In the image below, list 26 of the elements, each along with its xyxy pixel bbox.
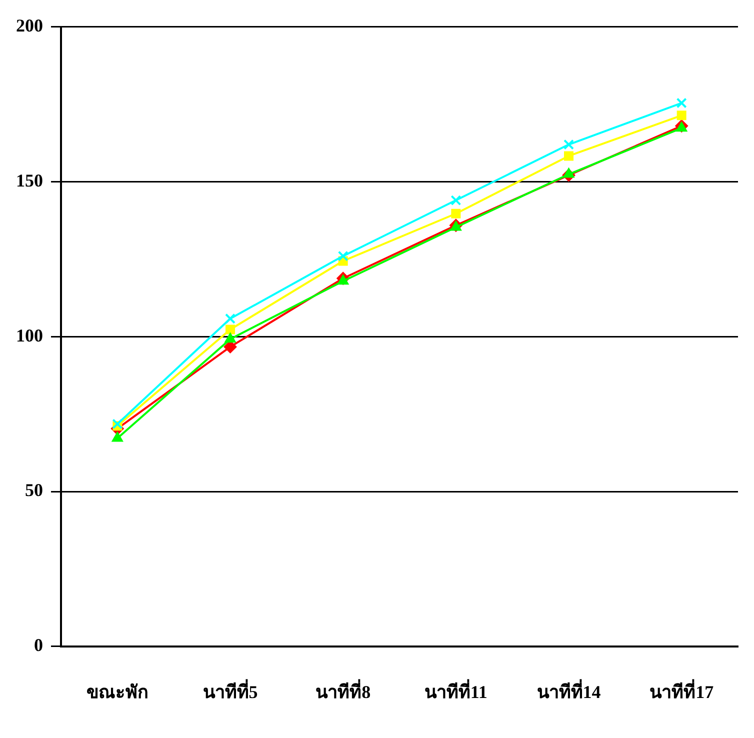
point bbox=[338, 250, 348, 262]
x-tick-label: นาทีที่17 bbox=[650, 678, 714, 702]
x-tick-label: นาทีที่11 bbox=[424, 678, 488, 702]
point bbox=[563, 168, 574, 178]
y-tick-label: 150 bbox=[16, 170, 43, 190]
x-tick-label: นาทีที่8 bbox=[316, 678, 371, 702]
point bbox=[225, 313, 236, 324]
point bbox=[564, 139, 574, 150]
point bbox=[564, 151, 574, 161]
point bbox=[112, 418, 123, 430]
x-tick-label: นาทีที่14 bbox=[536, 678, 601, 702]
point bbox=[337, 274, 349, 285]
point bbox=[112, 432, 124, 442]
point bbox=[451, 208, 461, 218]
point bbox=[450, 195, 462, 206]
y-tick-label: 100 bbox=[16, 325, 43, 346]
point bbox=[224, 332, 236, 343]
point bbox=[676, 110, 686, 120]
y-tick-label: 50 bbox=[25, 480, 43, 500]
y-tick-label: 0 bbox=[34, 635, 43, 656]
point bbox=[226, 324, 235, 334]
point bbox=[676, 98, 687, 108]
point bbox=[676, 122, 688, 132]
y-tick-label: 200 bbox=[16, 15, 43, 36]
x-tick-label: ขณะพัก bbox=[86, 682, 148, 702]
x-tick-label: นาทีที่5 bbox=[202, 678, 258, 702]
